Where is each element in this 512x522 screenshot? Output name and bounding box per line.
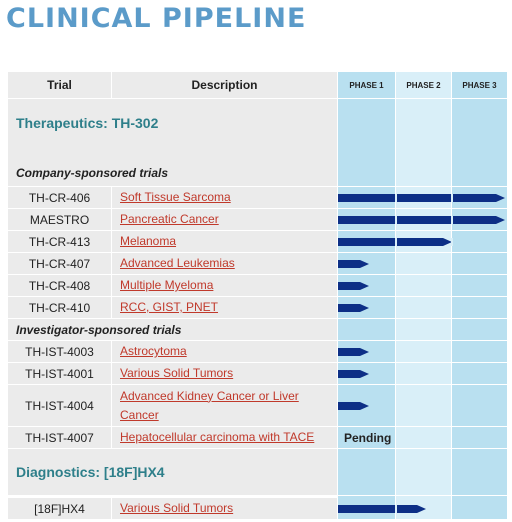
table-row: TH-IST-4007 Hepatocellular carcinoma wit… — [8, 427, 507, 448]
progress-bar-shaft — [338, 369, 361, 378]
header-trial: Trial — [8, 72, 111, 98]
phase-divider — [395, 237, 397, 246]
header-phase3: PHASE 3 — [452, 72, 507, 98]
subsection-investigator: Investigator-sponsored trials — [8, 319, 337, 340]
trial-description-link[interactable]: Advanced Leukemias — [120, 256, 235, 270]
trial-id: TH-IST-4003 — [8, 341, 111, 362]
spacer-row — [8, 496, 507, 498]
trial-id: TH-IST-4001 — [8, 363, 111, 384]
table-row: MAESTRO Pancreatic Cancer — [8, 209, 507, 230]
progress-arrow-tip — [443, 237, 452, 246]
progress-arrow-tip — [417, 504, 427, 513]
trial-description-link[interactable]: Multiple Myeloma — [120, 278, 214, 292]
trial-description-link[interactable]: Various Solid Tumors — [120, 366, 234, 380]
phase-divider — [451, 237, 453, 246]
status-pending: Pending — [344, 430, 392, 445]
trial-id: TH-CR-413 — [8, 231, 111, 252]
trial-id: TH-CR-407 — [8, 253, 111, 274]
trial-id: TH-IST-4007 — [8, 427, 111, 448]
section-diagnostics-row: Diagnostics: [18F]HX4 — [8, 449, 507, 495]
progress-arrow-tip — [360, 347, 370, 356]
progress-bar-shaft — [338, 259, 361, 268]
phase-divider — [451, 215, 453, 224]
progress-arrow-tip — [360, 401, 370, 410]
trial-description-link[interactable]: RCC, GIST, PNET — [120, 300, 219, 314]
phase-divider — [395, 504, 397, 513]
page-title: CLINICAL PIPELINE — [6, 3, 307, 34]
section-diagnostics: Diagnostics: [18F]HX4 — [8, 449, 337, 495]
table-header-row: Trial Description PHASE 1 PHASE 2 PHASE … — [8, 72, 507, 98]
header-phase1: PHASE 1 — [338, 72, 395, 98]
subsection-investigator-row: Investigator-sponsored trials — [8, 319, 507, 340]
table-row: TH-CR-410 RCC, GIST, PNET — [8, 297, 507, 318]
trial-description-link[interactable]: Astrocytoma — [120, 344, 187, 358]
header-phase2: PHASE 2 — [396, 72, 451, 98]
table-row: TH-CR-413 Melanoma — [8, 231, 507, 252]
progress-bar-shaft — [338, 215, 496, 224]
table-row: TH-IST-4004 Advanced Kidney Cancer or Li… — [8, 385, 507, 426]
table-row: TH-IST-4001 Various Solid Tumors — [8, 363, 507, 384]
progress-bar-shaft — [338, 303, 361, 312]
trial-id: TH-CR-406 — [8, 187, 111, 208]
progress-bar-shaft — [338, 347, 361, 356]
progress-arrow-tip — [360, 259, 370, 268]
progress-bar-shaft — [338, 401, 361, 410]
trial-description-link[interactable]: Advanced Kidney Cancer or Liver Cancer — [120, 388, 299, 422]
trial-description-link[interactable]: Pancreatic Cancer — [120, 212, 219, 226]
trial-id: [18F]HX4 — [8, 498, 111, 519]
progress-arrow-tip — [496, 193, 505, 202]
phase-divider — [395, 215, 397, 224]
table-row: TH-CR-408 Multiple Myeloma — [8, 275, 507, 296]
trial-description-link[interactable]: Hepatocellular carcinoma with TACE — [120, 430, 315, 444]
table-row: TH-CR-407 Advanced Leukemias — [8, 253, 507, 274]
progress-bar-shaft — [338, 504, 418, 513]
progress-arrow-tip — [360, 303, 370, 312]
trial-description-link[interactable]: Soft Tissue Sarcoma — [120, 190, 231, 204]
table-row: TH-IST-4003 Astrocytoma — [8, 341, 507, 362]
trial-description-link[interactable]: Melanoma — [120, 234, 177, 248]
progress-bar-shaft — [338, 281, 361, 290]
trial-id: TH-CR-408 — [8, 275, 111, 296]
trial-id: TH-IST-4004 — [8, 385, 111, 426]
progress-arrow-tip — [496, 215, 505, 224]
trial-description-link[interactable]: Various Solid Tumors — [120, 501, 234, 515]
subsection-company: Company-sponsored trials — [8, 159, 337, 186]
trial-id: MAESTRO — [8, 209, 111, 230]
phase-divider — [395, 193, 397, 202]
phase-divider — [451, 193, 453, 202]
trial-id: TH-CR-410 — [8, 297, 111, 318]
progress-bar-shaft — [338, 237, 443, 246]
pipeline-table: Trial Description PHASE 1 PHASE 2 PHASE … — [8, 72, 507, 520]
header-description: Description — [112, 72, 337, 98]
table-row: TH-CR-406 Soft Tissue Sarcoma — [8, 187, 507, 208]
progress-arrow-tip — [360, 281, 370, 290]
progress-arrow-tip — [360, 369, 370, 378]
subsection-company-row: Company-sponsored trials — [8, 159, 507, 186]
progress-bar-shaft — [338, 193, 496, 202]
table-row: [18F]HX4 Various Solid Tumors — [8, 498, 507, 519]
